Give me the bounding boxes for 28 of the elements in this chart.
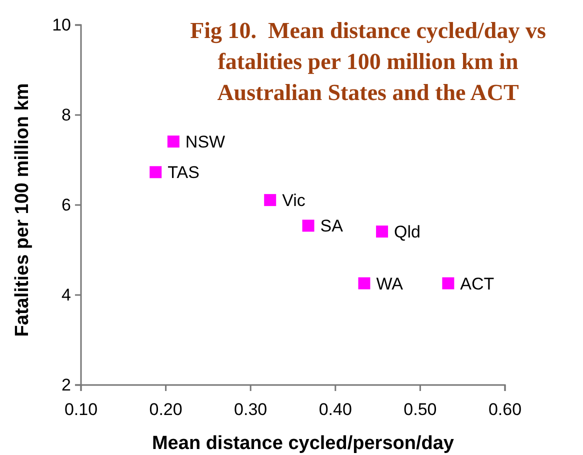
y-axis-title: Fatalities per 100 million km (12, 83, 33, 337)
x-tick-label: 0.50 (404, 400, 437, 420)
annotation: ACT (460, 274, 494, 294)
y-tick-label: 8 (62, 105, 71, 124)
point (264, 194, 276, 206)
annotation: Vic (282, 191, 306, 210)
annotation: Qld (394, 222, 421, 242)
y-tick-label: 2 (62, 375, 71, 394)
annotation: TAS (168, 163, 200, 182)
annotation: SA (320, 216, 344, 236)
y-tick-label: 10 (52, 15, 71, 34)
x-tick-label: 0.10 (64, 400, 98, 420)
annotation: WA (376, 274, 404, 294)
x-tick-label: 0.20 (149, 400, 182, 420)
point (302, 220, 314, 232)
x-tick-label: 0.40 (318, 400, 352, 420)
point (150, 166, 162, 178)
x-tick-label: 0.30 (234, 400, 268, 420)
annotation: NSW (185, 132, 226, 152)
point (442, 277, 454, 290)
point (376, 226, 388, 238)
y-tick-label: 6 (62, 195, 71, 214)
point (358, 277, 370, 290)
x-axis-title: Mean distance cycled/person/day (152, 433, 454, 454)
x-tick-label: 0.60 (488, 400, 522, 420)
text: Fig 10. Mean distance cycled/day vs fatalities per 100 million km in Australian States and the ACT (190, 18, 546, 105)
y-tick-label: 4 (62, 285, 71, 304)
point (167, 136, 180, 148)
